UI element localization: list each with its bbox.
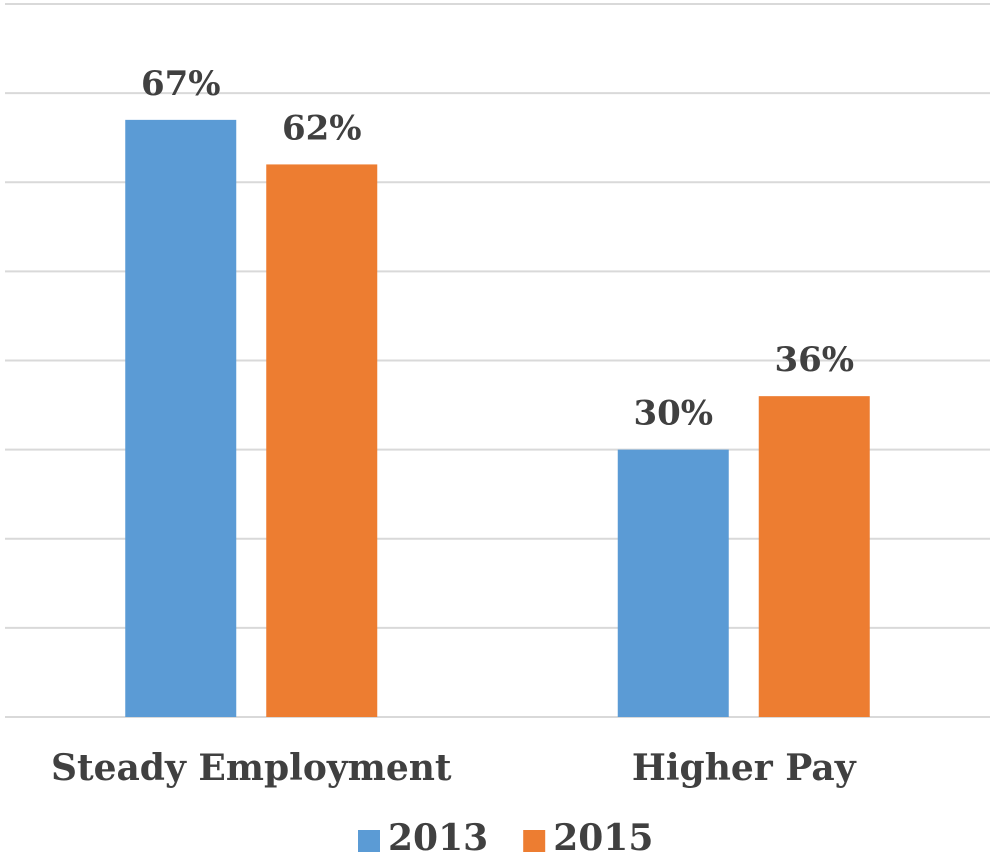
legend-swatch <box>523 830 546 852</box>
legend-label: 2013 <box>388 817 488 859</box>
legend-label: 2015 <box>553 817 653 859</box>
bar <box>617 449 729 717</box>
bar <box>125 119 237 718</box>
bar <box>266 164 378 718</box>
data-label: 36% <box>774 340 854 380</box>
x-tick-label: Steady Employment <box>51 747 452 789</box>
legend-swatch <box>358 830 380 852</box>
data-label: 30% <box>633 394 713 434</box>
data-label: 62% <box>282 108 362 148</box>
data-label: 67% <box>141 64 221 104</box>
bar <box>758 396 870 717</box>
x-tick-label: Higher Pay <box>632 747 857 789</box>
